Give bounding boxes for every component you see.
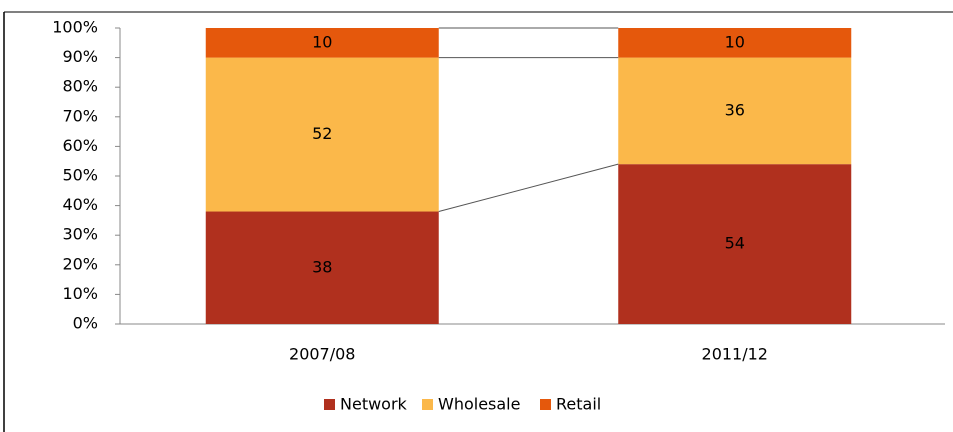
bar-segment [618,57,852,165]
x-tick-label: 2007/08 [289,345,355,364]
y-tick-label: 90% [62,47,98,66]
data-label: 38 [312,257,332,276]
legend-swatch [540,399,551,410]
y-tick-label: 20% [62,254,98,273]
data-label: 54 [725,234,745,253]
y-tick-label: 60% [62,136,98,155]
data-label: 52 [312,124,332,143]
series-connector [438,163,619,213]
y-tick-label: 80% [62,77,98,96]
y-tick-label: 50% [62,166,98,185]
y-tick-label: 30% [62,225,98,244]
y-tick-label: 100% [52,18,98,37]
legend-label: Retail [556,395,601,414]
x-tick-label: 2011/12 [702,345,768,364]
y-tick-label: 10% [62,284,98,303]
y-tick-label: 40% [62,195,98,214]
legend-label: Network [340,395,408,414]
bar-segment [205,28,439,58]
y-tick-label: 70% [62,106,98,125]
bar-segment [205,211,439,324]
data-label: 10 [312,32,332,51]
y-tick-label: 0% [73,314,98,333]
bar-segment [618,164,852,324]
legend-label: Wholesale [438,395,520,414]
bar-segment [618,28,852,58]
legend-swatch [324,399,335,410]
data-label: 36 [725,100,745,119]
data-label: 10 [725,32,745,51]
bar-segment [205,57,439,212]
legend-swatch [422,399,433,410]
